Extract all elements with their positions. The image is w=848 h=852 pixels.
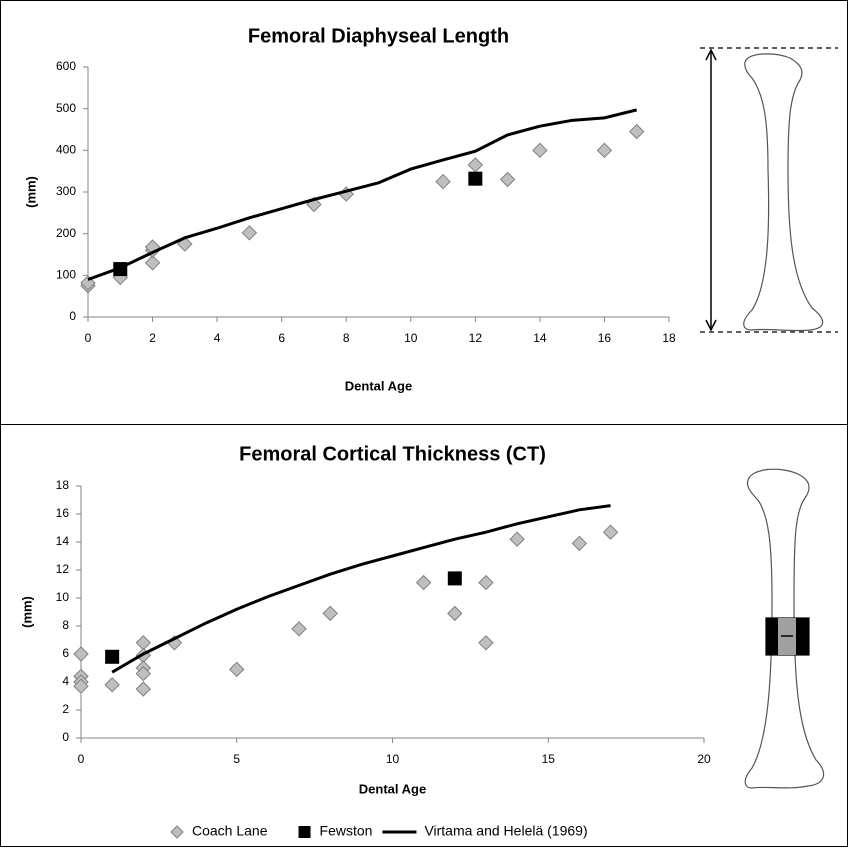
x-tick-label: 0 (85, 331, 92, 345)
legend-item: Coach Lane (170, 823, 268, 839)
x-axis-title: Dental Age (345, 378, 412, 393)
y-tick-label: 200 (56, 226, 76, 240)
y-tick-label: 2 (62, 702, 69, 716)
point (509, 531, 525, 547)
point (596, 142, 613, 159)
x-tick-label: 0 (78, 752, 85, 766)
point (291, 621, 307, 637)
y-tick-label: 4 (62, 674, 69, 688)
line (87, 108, 638, 281)
x-tick-label: 12 (469, 331, 483, 345)
y-tick-label: 0 (69, 309, 76, 323)
point (468, 171, 483, 186)
point (80, 275, 96, 291)
point (571, 535, 588, 552)
x-axis-title: Dental Age (359, 781, 426, 796)
y-tick-label: 18 (56, 478, 70, 492)
point (144, 255, 161, 271)
y-tick-label: 14 (56, 534, 70, 548)
point (322, 605, 338, 622)
y-tick-label: 300 (56, 184, 76, 198)
x-tick-label: 10 (404, 331, 418, 345)
y-tick-label: 400 (56, 143, 76, 157)
y-tick-label: 0 (62, 730, 69, 744)
legend-label: Coach Lane (192, 823, 268, 839)
femur-illustration (700, 47, 838, 333)
point (447, 571, 462, 586)
y-axis-title: (mm) (19, 596, 34, 628)
legend-label: Virtama and Helelä (1969) (424, 823, 587, 839)
y-tick-label: 10 (56, 590, 70, 604)
point (602, 524, 619, 540)
x-tick-label: 6 (278, 331, 285, 345)
y-tick-label: 100 (56, 268, 76, 282)
y-tick-label: 500 (56, 101, 76, 115)
point (415, 574, 432, 591)
y-axis-title: (mm) (23, 176, 38, 208)
point (241, 225, 258, 241)
legend-item: Virtama and Helelä (1969) (382, 823, 588, 839)
x-tick-label: 15 (542, 752, 556, 766)
point (478, 635, 494, 651)
y-tick-label: 6 (62, 646, 69, 660)
y-tick-label: 8 (62, 618, 69, 632)
point (478, 574, 494, 591)
x-tick-label: 16 (598, 331, 612, 345)
chart-title: Femoral Cortical Thickness (CT) (239, 443, 546, 465)
point (532, 142, 548, 159)
x-tick-label: 8 (343, 331, 350, 345)
point (447, 605, 463, 622)
legend-item: Fewston (298, 823, 373, 839)
point (104, 677, 120, 693)
x-tick-label: 10 (386, 752, 400, 766)
x-tick-label: 5 (233, 752, 240, 766)
point (177, 236, 193, 252)
line (111, 504, 611, 674)
femur-ct-illustration (744, 468, 825, 789)
x-tick-label: 18 (662, 331, 676, 345)
y-tick-label: 16 (56, 506, 70, 520)
point (135, 665, 152, 682)
x-tick-label: 4 (214, 331, 221, 345)
x-tick-label: 20 (697, 752, 711, 766)
point (629, 123, 645, 140)
point (435, 173, 451, 190)
x-tick-label: 14 (533, 331, 547, 345)
point (73, 646, 89, 662)
point (229, 661, 245, 678)
y-tick-label: 600 (56, 59, 76, 73)
x-tick-label: 2 (149, 331, 156, 345)
y-tick-label: 12 (56, 562, 70, 576)
point (499, 171, 516, 188)
point (105, 649, 120, 664)
legend-label: Fewston (320, 823, 373, 839)
point (135, 681, 152, 697)
legend-swatch (298, 826, 311, 838)
legend-swatch (170, 825, 184, 839)
point (73, 678, 89, 694)
chart-title: Femoral Diaphyseal Length (248, 25, 509, 47)
